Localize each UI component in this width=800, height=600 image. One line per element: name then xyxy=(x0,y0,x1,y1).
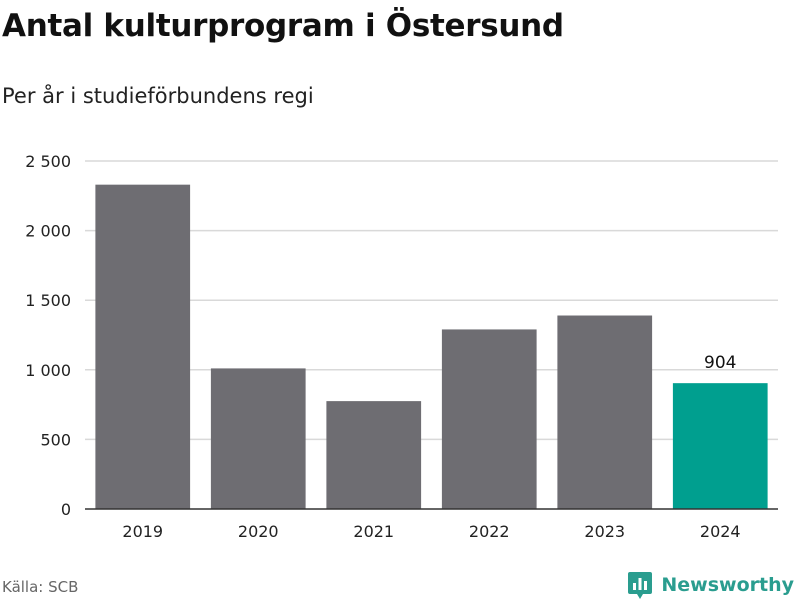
brand-name: Newsworthy xyxy=(661,574,794,596)
bar xyxy=(557,315,653,509)
bar xyxy=(441,329,537,509)
bar xyxy=(95,184,191,509)
source-note: Källa: SCB xyxy=(2,578,79,596)
bar xyxy=(326,401,422,509)
y-tick-label: 1 000 xyxy=(25,361,71,380)
y-tick-label: 2 000 xyxy=(25,222,71,241)
y-tick-label: 1 500 xyxy=(25,291,71,310)
y-tick-label: 500 xyxy=(40,430,71,449)
x-tick-label: 2019 xyxy=(122,522,163,541)
brand-logo: Newsworthy xyxy=(627,570,794,600)
bar xyxy=(672,383,768,509)
x-tick-label: 2024 xyxy=(700,522,741,541)
x-tick-label: 2022 xyxy=(469,522,510,541)
chart-title: Antal kulturprogram i Östersund xyxy=(2,8,564,44)
bar xyxy=(210,368,306,509)
bar-chart-icon xyxy=(628,572,653,599)
x-tick-label: 2020 xyxy=(238,522,279,541)
chart-subtitle: Per år i studieförbundens regi xyxy=(2,84,314,108)
x-tick-label: 2023 xyxy=(584,522,625,541)
data-label: 904 xyxy=(704,353,736,373)
y-tick-label: 2 500 xyxy=(25,152,71,171)
y-tick-label: 0 xyxy=(61,500,71,519)
x-tick-label: 2021 xyxy=(353,522,394,541)
